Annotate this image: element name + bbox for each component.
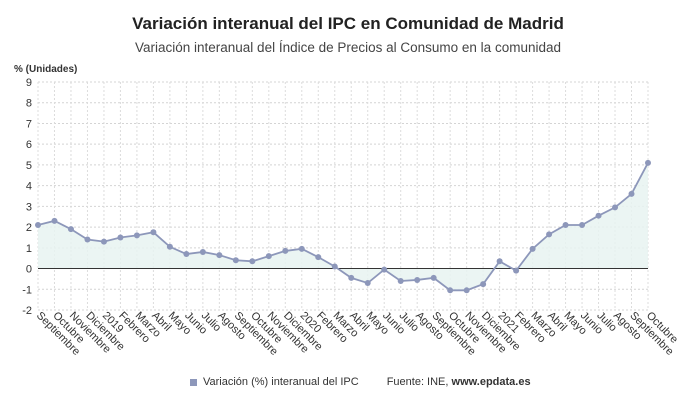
data-point — [100, 238, 107, 245]
source-site: www.epdata.es — [451, 376, 531, 388]
data-point — [562, 222, 569, 229]
chart-subtitle: Variación interanual del Índice de Preci… — [134, 40, 561, 55]
data-point — [546, 231, 553, 238]
series-area — [38, 162, 648, 291]
data-point — [397, 277, 404, 284]
data-point — [645, 159, 651, 166]
data-point — [315, 254, 322, 261]
series-line — [37, 162, 649, 292]
source-label: Fuente: INE, — [386, 376, 452, 388]
data-point — [381, 266, 388, 273]
data-point — [513, 267, 520, 274]
legend: Variación (%) interanual del IPC Fuente:… — [190, 376, 531, 388]
legend-series-label: Variación (%) interanual del IPC — [203, 376, 359, 388]
x-tick-labels: SeptiembreOctubreNoviembreDiciembre2019F… — [34, 310, 680, 358]
data-point — [579, 222, 586, 229]
data-point — [232, 257, 239, 264]
y-tick-label: 6 — [26, 139, 32, 151]
y-tick-label: 3 — [26, 201, 32, 213]
y-tick-label: 1 — [26, 243, 32, 255]
data-point — [348, 274, 355, 281]
data-point — [166, 243, 173, 250]
data-point — [216, 252, 223, 259]
y-tick-label: 2 — [26, 222, 32, 234]
y-tick-label: -1 — [22, 284, 32, 296]
data-point — [133, 232, 140, 239]
data-point — [414, 276, 421, 283]
data-point — [150, 229, 157, 236]
data-point — [463, 287, 470, 294]
grid — [37, 81, 649, 311]
data-point — [628, 190, 635, 197]
data-point — [612, 204, 619, 211]
data-point — [51, 217, 58, 224]
data-point — [529, 245, 536, 252]
series-points — [35, 159, 651, 294]
y-tick-label: 8 — [26, 98, 32, 110]
y-axis-label: % (Unidades) — [14, 64, 78, 75]
y-tick-label: 5 — [26, 160, 32, 172]
data-point — [67, 226, 74, 233]
data-point — [447, 287, 454, 294]
data-point — [265, 253, 272, 260]
y-tick-labels: -2 -1 0 1 2 3 4 5 6 7 8 9 — [22, 77, 32, 317]
data-point — [117, 234, 124, 241]
legend-swatch — [190, 378, 197, 386]
data-point — [183, 251, 190, 258]
data-point — [298, 245, 305, 252]
chart-title: Variación interanual del IPC en Comunida… — [132, 14, 564, 33]
data-point — [430, 274, 437, 281]
y-tick-label: -2 — [22, 305, 32, 317]
data-point — [84, 236, 91, 243]
data-point — [480, 281, 487, 288]
y-tick-label: 4 — [26, 181, 32, 193]
data-point — [496, 258, 503, 265]
y-tick-label: 9 — [26, 77, 32, 89]
data-point — [249, 258, 256, 265]
data-point — [35, 222, 41, 229]
data-point — [364, 280, 371, 287]
data-point — [595, 212, 602, 219]
source-note: Fuente: INE, www.epdata.es — [387, 376, 531, 388]
y-tick-label: 0 — [26, 264, 32, 276]
data-point — [282, 247, 289, 254]
data-point — [199, 248, 206, 255]
y-tick-label: 7 — [26, 118, 32, 130]
data-point — [331, 263, 338, 270]
